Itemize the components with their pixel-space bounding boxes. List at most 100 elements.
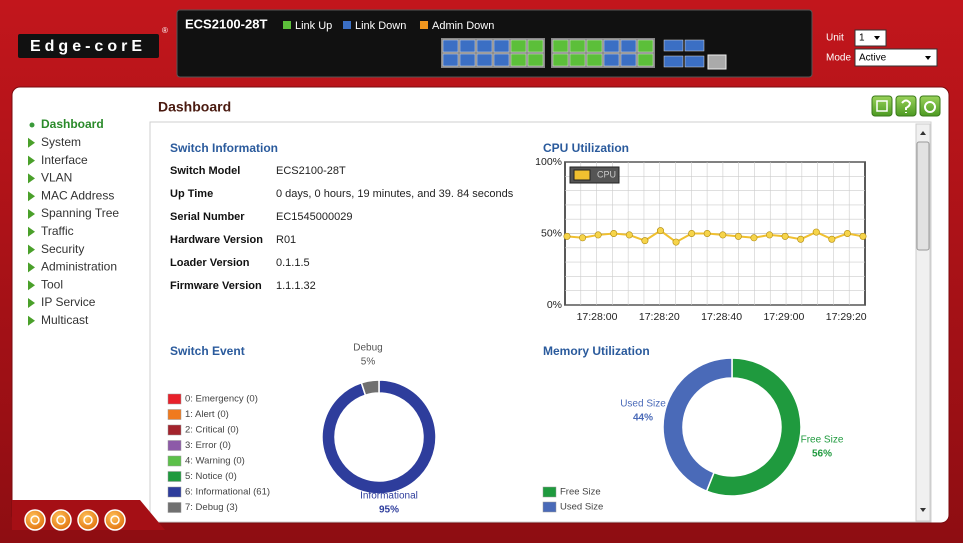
cpu-point [703,230,711,238]
legend-swatch [167,424,182,436]
port [476,53,493,67]
legend-label: Link Down [355,20,406,32]
donut-segment [662,357,733,493]
nav-item[interactable]: MAC Address [41,188,114,202]
port [476,39,493,53]
donut-value: 44% [633,413,653,424]
nav-arrow [28,191,35,202]
info-value: 1.1.1.32 [276,280,316,292]
cpu-point [610,230,618,238]
cpu-point [828,235,836,243]
nav-item[interactable]: Spanning Tree [41,206,119,220]
mode-label: Mode [826,53,851,64]
legend-label: 4: Warning (0) [185,456,245,467]
nav-arrow [28,173,35,184]
port [620,39,637,53]
nav-arrow [28,262,35,273]
cpu-point [594,231,602,239]
legend-label: Link Up [295,20,332,32]
nav-item[interactable]: Dashboard [41,117,104,131]
legend-label: 0: Emergency (0) [185,394,258,405]
sfp-port [663,55,684,68]
port [510,53,527,67]
section-title: Switch Information [170,141,278,155]
nav-item[interactable]: System [41,135,81,149]
donut-value: 95% [379,505,399,516]
sfp-port [684,39,705,52]
bottom-icon-glyph [83,515,93,525]
nav-item[interactable]: IP Service [41,295,96,309]
donut-segment [360,379,380,397]
cpu-legend-label: CPU [597,169,616,179]
bottom-icon[interactable] [104,509,126,531]
legend-label: 7: Debug (3) [185,502,238,513]
mode-select[interactable] [854,48,938,67]
save-button[interactable] [871,95,893,117]
nav-item[interactable]: Security [41,242,84,256]
legend-swatch [283,21,291,29]
port [637,53,654,67]
bottom-icon-glyph [30,515,40,525]
cpu-point [688,230,696,238]
cpu-point [766,231,774,239]
bottom-icon[interactable] [77,509,99,531]
sfp-port [663,39,684,52]
donut-value: 5% [361,357,376,368]
legend-label: Admin Down [432,20,494,32]
donut-value: 56% [812,449,832,460]
cpu-point [563,232,571,240]
cpu-point [859,232,867,240]
bottom-icon[interactable] [50,509,72,531]
legend-label: 1: Alert (0) [185,409,229,420]
y-tick-label: 50% [541,227,562,239]
port-block [441,38,545,68]
port [586,53,603,67]
nav-item[interactable]: Interface [41,153,88,167]
nav-item[interactable]: Administration [41,260,117,274]
info-label: Switch Model [170,165,240,177]
unit-label: Unit [826,33,844,44]
info-label: Serial Number [170,211,245,223]
unit-select[interactable] [854,29,887,47]
cpu-point [734,232,742,240]
port [569,53,586,67]
nav-item[interactable]: Traffic [41,224,74,238]
page-title: Dashboard [158,99,231,115]
cpu-point [625,231,633,239]
refresh-icon [924,101,936,113]
port [442,39,459,53]
bottom-icon[interactable] [24,509,46,531]
cpu-point [750,234,758,242]
port [527,53,544,67]
legend-label: 5: Notice (0) [185,471,237,482]
switch-info: Switch Model ECS2100-28T Up Time 0 days, 0 … [170,165,514,292]
y-tick-label: 100% [535,156,562,168]
nav-item[interactable]: VLAN [41,171,72,185]
port [637,39,654,53]
cpu-point [812,228,820,236]
cpu-point [656,227,664,235]
x-tick-label: 17:29:20 [826,311,867,323]
unit-value: 1 [859,33,865,44]
help-button[interactable] [895,95,917,117]
x-tick-label: 17:28:00 [577,311,618,323]
port-block [551,38,655,68]
scroll-thumb[interactable] [916,141,930,251]
unit-arrow [874,36,880,40]
nav-arrow [28,280,35,291]
info-value: EC1545000029 [276,211,352,223]
memory-chart: Used Size 44% Free Size 56% Free Size Used Si… [542,357,844,513]
port [442,53,459,67]
refresh-button[interactable] [919,95,941,117]
info-label: Loader Version [170,257,250,269]
device-model: ECS2100-28T [185,16,267,31]
info-value: ECS2100-28T [276,165,346,177]
logo: Edge-corE [30,38,146,55]
legend-swatch [167,455,182,467]
nav-item[interactable]: Tool [41,277,63,291]
bottom-icons [24,509,126,531]
port [527,39,544,53]
legend-swatch [542,501,557,513]
cpu-point [672,238,680,246]
nav-item[interactable]: Multicast [41,313,89,327]
